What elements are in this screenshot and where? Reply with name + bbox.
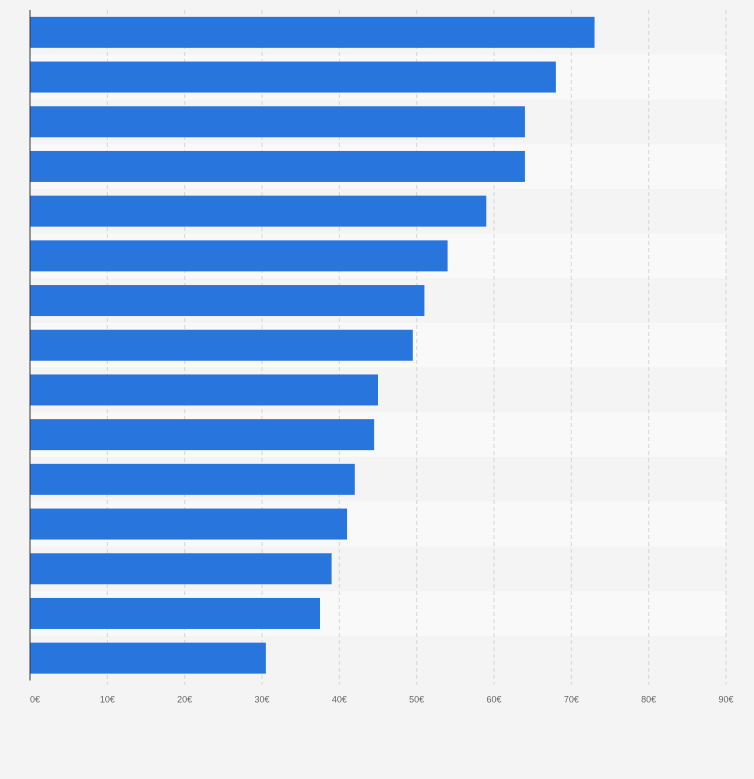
x-tick-label: 90€: [718, 695, 733, 705]
x-tick-label: 40€: [332, 695, 347, 705]
bar[interactable]: [30, 463, 355, 495]
bar[interactable]: [30, 285, 425, 317]
bar[interactable]: [30, 597, 320, 629]
x-tick-label: 20€: [177, 695, 192, 705]
bar[interactable]: [30, 329, 413, 361]
x-tick-label: 50€: [409, 695, 424, 705]
x-tick-label: 80€: [641, 695, 656, 705]
bar[interactable]: [30, 419, 375, 451]
bar[interactable]: [30, 240, 448, 272]
bar[interactable]: [30, 642, 266, 674]
bar[interactable]: [30, 553, 332, 585]
x-tick-label: 0€: [30, 695, 40, 705]
x-tick-label: 60€: [486, 695, 501, 705]
x-axis-ticks: 0€ 10€ 20€ 30€ 40€ 50€ 60€ 70€ 80€ 90€: [30, 695, 734, 705]
bar[interactable]: [30, 106, 525, 138]
bar[interactable]: [30, 16, 595, 48]
x-tick-label: 70€: [564, 695, 579, 705]
x-tick-label: 30€: [254, 695, 269, 705]
x-tick-label: 10€: [100, 695, 115, 705]
bar[interactable]: [30, 508, 348, 540]
bar[interactable]: [30, 195, 487, 227]
bar[interactable]: [30, 150, 525, 182]
bar[interactable]: [30, 374, 378, 406]
bars: [30, 16, 595, 674]
bar[interactable]: [30, 61, 556, 93]
